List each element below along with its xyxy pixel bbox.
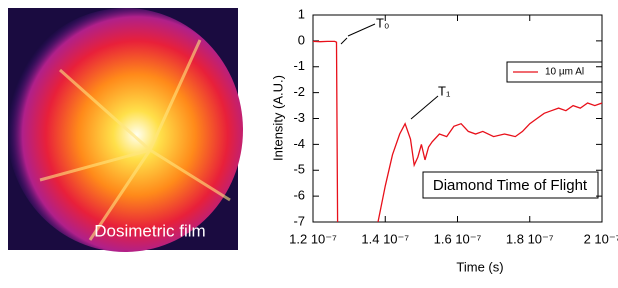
y-axis-title: Intensity (A.U.) <box>270 75 285 161</box>
y-tick-label: -4 <box>293 136 305 151</box>
legend: 10 µm Al <box>507 62 602 82</box>
annotation: T₀ <box>376 15 389 30</box>
image-caption: Dosimetric film <box>94 221 205 240</box>
x-tick-label: 1.4 10⁻⁷ <box>361 231 409 246</box>
y-tick-label: -5 <box>293 162 305 177</box>
y-tick-label: 1 <box>298 6 305 21</box>
y-tick-label: -3 <box>293 110 305 125</box>
annotation: Diamond Time of Flight <box>433 177 588 194</box>
legend-label: 10 µm Al <box>545 67 584 78</box>
x-tick-label: 1.2 10⁻⁷ <box>289 231 337 246</box>
y-tick-label: -7 <box>293 213 305 228</box>
figure: Dosimetric film Time (s) Intensity (A.U.… <box>0 0 618 283</box>
annotation-arrow <box>348 24 375 36</box>
annotation-arrow <box>341 38 347 44</box>
y-tick-label: -1 <box>293 58 305 73</box>
x-tick-label: 1.6 10⁻⁷ <box>434 231 482 246</box>
annotation-arrow <box>411 96 438 119</box>
annotation: T₁ <box>438 83 451 98</box>
y-tick-label: 0 <box>298 32 305 47</box>
x-axis-title: Time (s) <box>456 259 503 274</box>
y-tick-label: -6 <box>293 188 305 203</box>
x-tick-label: 1.8 10⁻⁷ <box>506 231 554 246</box>
x-tick-label: 2 10⁻⁷ <box>584 231 618 246</box>
film-image: Dosimetric film <box>7 8 243 252</box>
y-tick-label: -2 <box>293 84 305 99</box>
